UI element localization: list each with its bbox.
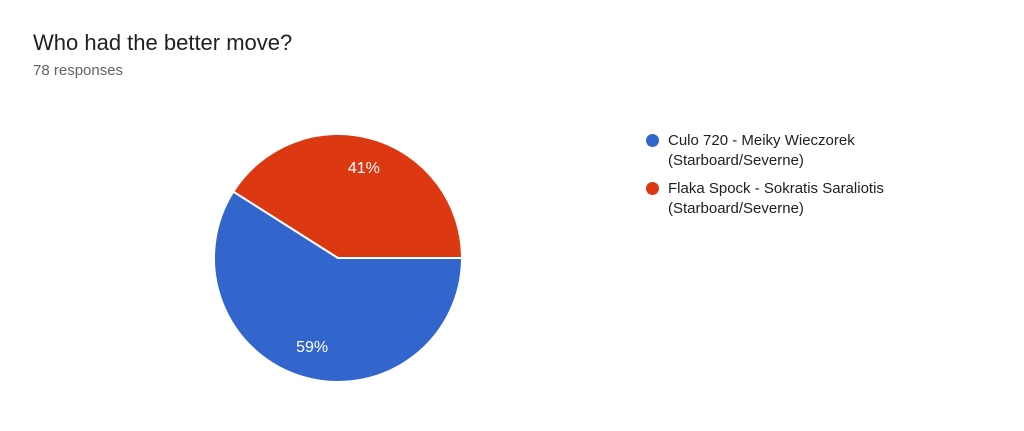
question-title: Who had the better move? bbox=[33, 30, 293, 55]
pie-slice-0[interactable] bbox=[213, 190, 463, 383]
legend-color-dot bbox=[646, 182, 659, 195]
legend-label: Flaka Spock - Sokratis Saraliotis (Starb… bbox=[668, 180, 884, 217]
legend-item-1: Flaka Spock - Sokratis Saraliotis (Starb… bbox=[646, 179, 963, 219]
legend-item-0: Culo 720 - Meiky Wieczorek (Starboard/Se… bbox=[646, 131, 963, 171]
response-count: 78 responses bbox=[33, 62, 124, 79]
pie-slice-1[interactable] bbox=[232, 133, 463, 259]
chart-legend: Culo 720 - Meiky Wieczorek (Starboard/Se… bbox=[646, 131, 963, 227]
pie-chart[interactable]: 59% 41% bbox=[213, 133, 463, 383]
legend-label: Culo 720 - Meiky Wieczorek (Starboard/Se… bbox=[668, 132, 855, 169]
slice-percent-label: 59% bbox=[296, 339, 328, 356]
legend-color-dot bbox=[646, 134, 659, 147]
slice-percent-label: 41% bbox=[348, 160, 380, 177]
